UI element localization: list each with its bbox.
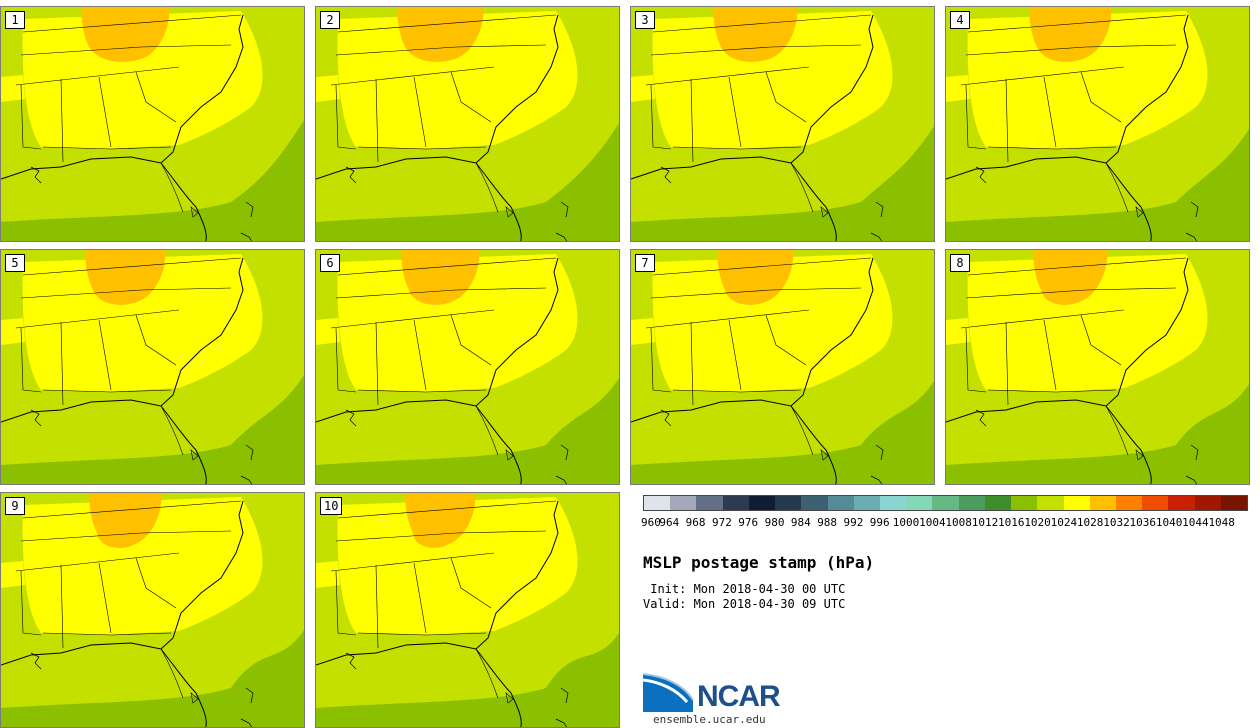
colorbar-tick-label: 1024	[1050, 516, 1078, 529]
colorbar-tick-label: 1012	[971, 516, 999, 529]
mslp-map	[631, 250, 934, 484]
colorbar-swatch	[748, 496, 776, 510]
member-map-panel: 1	[0, 6, 305, 242]
member-number-label: 6	[320, 254, 340, 272]
colorbar-tick-label: 1016	[998, 516, 1025, 529]
colorbar-tick-label: 1036	[1129, 516, 1157, 529]
member-map-panel: 4	[945, 6, 1250, 242]
member-map-panel: 5	[0, 249, 305, 485]
colorbar-tick-label: 1004	[919, 516, 946, 529]
colorbar-swatch	[879, 496, 907, 510]
colorbar-tick-label: 984	[790, 516, 811, 529]
init-time: Init: Mon 2018-04-30 00 UTC	[643, 582, 846, 596]
colorbar-swatch	[1115, 496, 1143, 510]
member-number-label: 7	[635, 254, 655, 272]
colorbar-tick-label: 968	[685, 516, 706, 529]
colorbar-swatch	[1063, 496, 1090, 510]
colorbar-swatch	[644, 496, 671, 510]
member-map-panel: 2	[315, 6, 620, 242]
colorbar-tick-label: 988	[817, 516, 838, 529]
site-url: ensemble.ucar.edu	[653, 713, 766, 726]
mslp-map	[316, 7, 619, 241]
mslp-map	[1, 250, 304, 484]
colorbar-tick-label: 1032	[1103, 516, 1130, 529]
colorbar-tick-label: 1020	[1024, 516, 1051, 529]
colorbar-swatch	[932, 496, 959, 510]
colorbar-swatch	[1220, 496, 1248, 510]
mslp-map	[631, 7, 934, 241]
colorbar-swatch	[827, 496, 854, 510]
colorbar-swatch	[984, 496, 1012, 510]
colorbar-swatch	[775, 496, 802, 510]
colorbar-swatch	[1011, 496, 1038, 510]
colorbar-swatch	[670, 496, 697, 510]
member-map-panel: 8	[945, 249, 1250, 485]
colorbar-tick-label: 964	[659, 516, 680, 529]
colorbar-tick-label: 1048	[1208, 516, 1235, 529]
colorbar-swatch	[1168, 496, 1195, 510]
colorbar-swatch	[801, 496, 828, 510]
valid-time: Valid: Mon 2018-04-30 09 UTC	[643, 597, 846, 611]
colorbar-tick-label: 1008	[945, 516, 972, 529]
mslp-map	[1, 7, 304, 241]
colorbar-tick-label: 976	[738, 516, 759, 529]
mslp-map	[1, 493, 304, 727]
colorbar-tick-label: 960	[641, 516, 661, 529]
colorbar-tick-label: 1028	[1076, 516, 1104, 529]
member-number-label: 9	[5, 497, 25, 515]
colorbar-tick-label: 996	[869, 516, 890, 529]
mslp-map	[316, 493, 619, 727]
member-number-label: 1	[5, 11, 25, 29]
member-map-panel: 10	[315, 492, 620, 728]
colorbar-tick-label: 1044	[1182, 516, 1209, 529]
colorbar-tick-label: 972	[711, 516, 732, 529]
member-number-label: 10	[320, 497, 343, 515]
member-number-label: 8	[950, 254, 970, 272]
member-map-panel: 9	[0, 492, 305, 728]
colorbar-tick-label: 1000	[892, 516, 920, 529]
member-number-label: 5	[5, 254, 25, 272]
mslp-map	[316, 250, 619, 484]
colorbar-swatch	[1142, 496, 1169, 510]
colorbar-swatch	[958, 496, 985, 510]
colorbar-swatch	[1194, 496, 1221, 510]
colorbar-swatch	[722, 496, 749, 510]
colorbar-tick-label: 980	[764, 516, 785, 529]
mslp-map	[946, 250, 1249, 484]
colorbar-tick-label: 992	[843, 516, 864, 529]
colorbar-swatch	[906, 496, 933, 510]
colorbar-swatch	[696, 496, 723, 510]
member-map-panel: 6	[315, 249, 620, 485]
colorbar-swatch	[1089, 496, 1116, 510]
ncar-logo-icon	[643, 673, 694, 712]
member-number-label: 2	[320, 11, 340, 29]
member-map-panel: 7	[630, 249, 935, 485]
member-number-label: 3	[635, 11, 655, 29]
member-map-panel: 3	[630, 6, 935, 242]
colorbar	[643, 495, 1248, 511]
mslp-map	[946, 7, 1249, 241]
colorbar-labels: 960 964 968 972 976 980 984 988 992 996 1000 1004 10…	[641, 516, 1248, 530]
plot-title: MSLP postage stamp (hPa)	[643, 553, 875, 572]
colorbar-swatch	[1037, 496, 1064, 510]
colorbar-swatch	[853, 496, 880, 510]
ncar-logo-text: NCAR	[697, 680, 781, 713]
colorbar-tick-label: 1040	[1155, 516, 1183, 529]
member-number-label: 4	[950, 11, 970, 29]
